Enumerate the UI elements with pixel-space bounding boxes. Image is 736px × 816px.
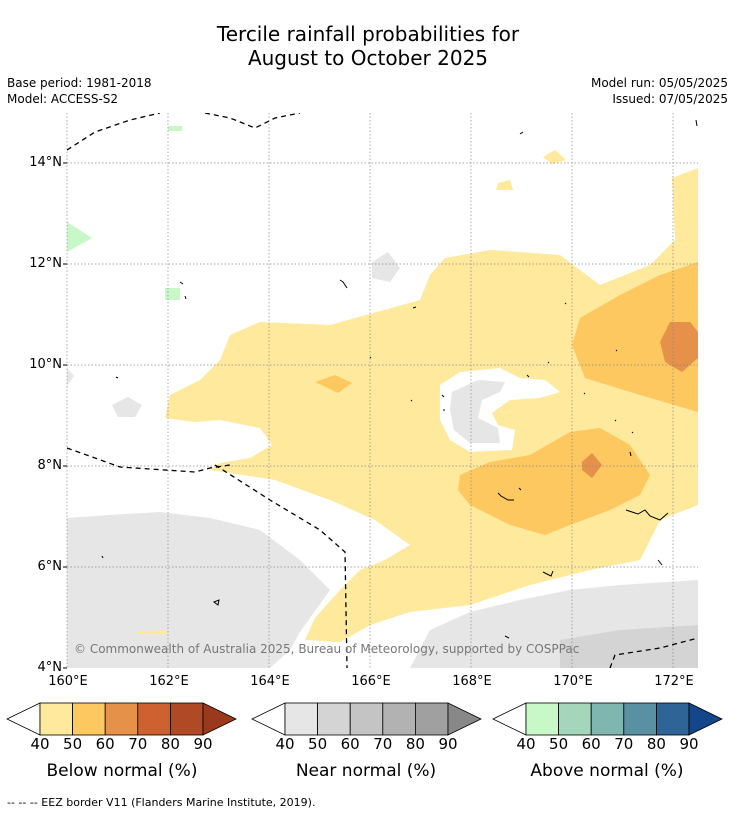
colorbar-tick-label: 80: [160, 735, 180, 753]
lat-label-4n: 4°N: [37, 660, 63, 675]
colorbar-tick-label: 60: [581, 735, 601, 753]
lat-label-12n: 12°N: [29, 256, 62, 271]
issued-date: Issued: 07/05/2025: [612, 92, 728, 106]
near-normal-region-center-2: [450, 380, 505, 443]
lon-label-170e: 170°E: [553, 674, 593, 689]
colorbar-swatch: [317, 702, 351, 736]
colorbar-tick-label: 50: [549, 735, 569, 753]
colorbar-swatch: [623, 702, 657, 736]
colorbar-tick-label: 80: [646, 735, 666, 753]
lon-label-162e: 162°E: [149, 674, 189, 689]
colorbar-swatch: [590, 702, 625, 736]
below-normal-colorbar: [6, 702, 237, 736]
colorbar-tick-label: 60: [340, 735, 360, 753]
colorbar-swatch: [39, 702, 73, 736]
colorbar-tick-label: 90: [193, 735, 213, 753]
lon-label-168e: 168°E: [452, 674, 492, 689]
eez-borders: [67, 113, 698, 668]
lon-label-172e: 172°E: [654, 674, 694, 689]
colorbar-tick-label: 40: [30, 735, 50, 753]
below-normal-40-50-patch-3: [137, 630, 168, 634]
colorbar-swatch: [382, 702, 416, 736]
colorbar-swatch: [104, 702, 139, 736]
colorbar-tick-label: 70: [373, 735, 393, 753]
below-normal-40-50-patch-2: [496, 180, 513, 190]
above-normal-colorbar: [492, 702, 723, 736]
near-normal-title: Near normal (%): [295, 761, 437, 781]
base-period: Base period: 1981-2018: [7, 76, 152, 90]
colorbar-tick-label: 90: [679, 735, 699, 753]
colorbar-tick-label: 70: [614, 735, 634, 753]
gridlines: [66, 113, 698, 668]
lon-label-166e: 166°E: [351, 674, 391, 689]
colorbar-tick-label: 90: [438, 735, 458, 753]
probability-map: © Commonwealth of Australia 2025, Bureau…: [63, 113, 698, 669]
colorbar-tick-label: 80: [405, 735, 425, 753]
below-normal-50-60-east: [572, 262, 698, 412]
colorbars: [6, 702, 723, 736]
colorbar-swatch: [72, 702, 106, 736]
colorbar-tick-label: 40: [516, 735, 536, 753]
near-normal-region-patch-4: [67, 368, 74, 386]
model-name: Model: ACCESS-S2: [7, 92, 119, 106]
colorbar-tick-label: 70: [128, 735, 148, 753]
colorbar-swatch: [284, 702, 318, 736]
colorbar-high-arrow: [688, 702, 723, 736]
copyright-notice: © Commonwealth of Australia 2025, Bureau…: [74, 642, 579, 656]
colorbar-swatch: [656, 702, 690, 736]
above-normal-40-50-west: [67, 222, 92, 252]
below-normal-50-60-patch: [315, 375, 352, 393]
map-title: Tercile rainfall probabilities for Augus…: [0, 22, 736, 70]
colorbar-swatch: [558, 702, 592, 736]
colorbar-tick-label: 60: [95, 735, 115, 753]
lat-label-6n: 6°N: [37, 559, 63, 574]
eez-footer-note: -- -- -- EEZ border V11 (Flanders Marine…: [7, 796, 316, 809]
colorbar-swatch: [137, 702, 171, 736]
colorbar-swatch: [169, 702, 204, 736]
above-normal-40-50-patch-2: [168, 126, 182, 131]
lat-label-8n: 8°N: [37, 458, 63, 473]
colorbar-tick-label: 40: [275, 735, 295, 753]
near-normal-region-southwest: [67, 512, 330, 668]
lat-label-10n: 10°N: [29, 357, 62, 372]
model-run: Model run: 05/05/2025: [590, 76, 728, 90]
meta-left: Base period: 1981-2018 Model: ACCESS-S2: [7, 75, 152, 107]
colorbar-swatch: [525, 702, 559, 736]
colorbar-high-arrow: [202, 702, 237, 736]
meta-right: Model run: 05/05/2025 Issued: 07/05/2025: [591, 75, 728, 107]
near-normal-region-patch-2: [372, 252, 400, 282]
above-normal-title: Above normal (%): [530, 761, 684, 781]
near-normal-region-patch-3: [112, 397, 142, 417]
colorbar-tick-label: 50: [308, 735, 328, 753]
below-normal-title: Below normal (%): [46, 761, 198, 781]
islands: [101, 119, 698, 639]
colorbar-low-arrow: [6, 702, 41, 736]
colorbar-swatch: [414, 702, 449, 736]
colorbar-low-arrow: [492, 702, 527, 736]
colorbar-swatch: [349, 702, 384, 736]
below-normal-40-50-patch-1: [543, 150, 566, 164]
below-normal-60-70-east: [660, 322, 698, 372]
colorbar-low-arrow: [251, 702, 286, 736]
lat-label-14n: 14°N: [29, 155, 62, 170]
below-normal-60-70-south: [582, 453, 602, 478]
lon-label-160e: 160°E: [48, 674, 88, 689]
colorbar-tick-label: 50: [63, 735, 83, 753]
near-normal-colorbar: [251, 702, 482, 736]
colorbar-high-arrow: [447, 702, 482, 736]
near-normal-region-southeast-inner: [560, 625, 698, 668]
title-line-2: August to October 2025: [247, 46, 489, 70]
title-line-1: Tercile rainfall probabilities for: [216, 22, 520, 46]
lon-label-164e: 164°E: [250, 674, 290, 689]
axis-ticks: [63, 162, 67, 669]
below-normal-50-60-south: [458, 428, 650, 535]
above-normal-40-50-patch-1: [165, 288, 180, 300]
